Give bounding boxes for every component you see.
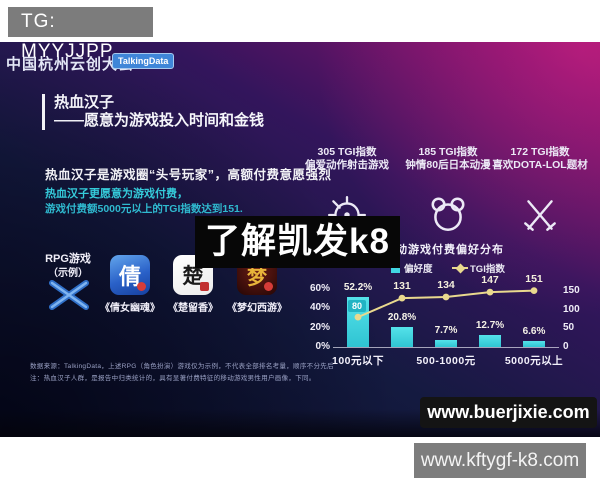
left-axis-tick-label: 60% [309,283,330,294]
red-seal-icon [200,282,209,291]
buerjixie-site-watermark: www.buerjixie.com [420,397,597,428]
stat-desc: 钟情80后日本动漫 [405,159,491,171]
kftygf-site-watermark: www.kftygf-k8.com [414,443,586,478]
rpg-section-label: RPG游戏 [45,253,91,265]
left-axis-tick-label: 0% [315,341,330,352]
talkingdata-logo-badge: TalkingData [112,53,175,69]
right-axis-tick-label: 150 [563,285,580,296]
conference-title: 中国杭州云创大会 [6,53,134,74]
x-axis-category-label: 5000元以上 [504,355,564,367]
stat-value: 185 TGI指数 [418,146,478,158]
legend-bar-swatch-icon [391,263,400,273]
tg-watermark: TG: MYYJJPP [8,7,153,62]
x-axis-category-label: 500-1000元 [416,355,476,367]
chart-bar [479,334,501,347]
game-name-label: 《梦幻西游》 [227,303,287,314]
rpg-section-sublabel: （示例） [48,268,88,279]
game-name-label: 《楚留香》 [168,303,218,314]
chart-line-value-label: 151 [525,272,543,285]
intro-line-3: 游戏付费额5000元以上的TGI指数达到151. [45,203,243,215]
stat-value: 305 TGI指数 [317,146,377,158]
chart-title: 移动游戏付费偏好分布 [384,244,504,256]
intro-line-2: 热血汉子更愿意为游戏付费， [45,188,188,200]
chart-line-first-value-chip: 80 [348,299,367,312]
stat-column-dota-lol: 172 TGI指数 喜欢DOTA-LOL题材 [483,146,597,241]
slide-title-main: 热血汉子 [54,94,115,111]
chart-bar [435,339,457,347]
chart-bar-value-label: 20.8% [387,311,417,323]
left-axis-tick-label: 40% [309,302,330,314]
tgi-line-series [354,287,538,321]
chart-bar-value-label: 12.7% [475,319,505,331]
rpg-crossed-swords-icon [44,279,94,316]
legend-bar-label: 偏好度 [404,264,433,275]
stat-column-action-shooter: 305 TGI指数 偏爱动作射击游戏 [290,146,404,241]
footnote-line-2: 注：热血汉子人群，是报告中归类统计的，具有显著付费特征的移动游戏男性用户画像，下… [30,375,316,382]
crossed-swords-icon [483,194,597,241]
right-axis-tick-label: 100 [563,303,580,315]
game-icon-glyph: 倩 [118,264,141,290]
game-name-label: 《倩女幽魂》 [100,303,160,314]
right-axis-tick-label: 50 [563,322,575,334]
chart-bar-value-label: 52.2% [343,281,373,293]
legend-item-line: TGI指数 [452,261,505,275]
chart-x-axis-line [333,347,559,348]
game-icon-glyph: 楚 [182,263,204,288]
chart-bar [523,340,545,347]
red-seal-icon [137,282,146,291]
stat-value: 172 TGI指数 [510,146,570,158]
x-axis-category-label: 100元以下 [331,355,385,367]
stat-desc: 偏爱动作射击游戏 [305,159,389,171]
stat-desc: 喜欢DOTA-LOL题材 [492,159,588,171]
game-icon-qiannv: 倩 [110,255,150,295]
payment-preference-chart: 52.2% 20.8% 7.7% 12.7% 6.6% 80 131 134 147 151 0% 2… [0,42,600,437]
chart-line-value-label: 131 [393,280,411,293]
chart-line-value-label: 134 [437,278,455,291]
left-axis-tick-label: 20% [309,321,330,333]
right-axis-tick-label: 0 [563,341,569,352]
chart-bar [391,326,413,347]
title-accent-bar [42,94,45,130]
center-watermark: 了解凯发k8 [195,216,400,268]
chart-line-value-label: 147 [481,274,499,287]
chart-bar-value-label: 7.7% [434,324,458,336]
chart-bar-value-label: 6.6% [522,325,546,337]
bear-head-icon [391,194,505,241]
slide-title-sub: ——愿意为游戏投入时间和金钱 [54,112,265,129]
game-icon-glyph: 梦 [247,264,267,289]
legend-line-label: TGI指数 [470,264,505,275]
red-seal-icon [264,282,273,291]
footnote-line-1: 数据来源：TalkingData，上述RPG（角色扮演）游戏仅为示例，不代表全部… [30,363,334,370]
stat-column-anime: 185 TGI指数 钟情80后日本动漫 [391,146,505,241]
intro-line-1: 热血汉子是游戏圈“头号玩家”，高额付费意愿强烈 [45,168,332,182]
slide-title-block: 热血汉子 ——愿意为游戏投入时间和金钱 [42,94,264,130]
legend-item-bar: 偏好度 [391,261,433,275]
